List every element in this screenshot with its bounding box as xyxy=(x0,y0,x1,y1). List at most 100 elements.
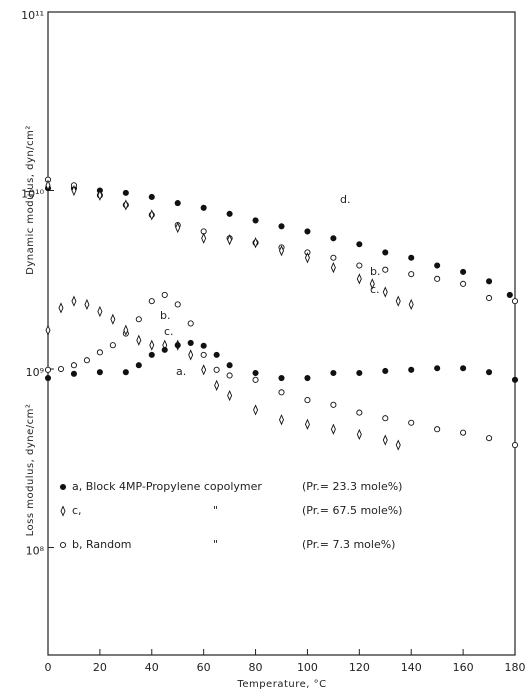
data-point xyxy=(110,313,116,325)
legend-note: (Pr.= 67.5 mole%) xyxy=(302,504,402,517)
data-point xyxy=(149,339,155,351)
data-point xyxy=(123,324,129,336)
data-point xyxy=(486,278,493,285)
data-point xyxy=(227,389,233,402)
data-point xyxy=(511,442,519,449)
data-point xyxy=(44,375,52,382)
curve-label: c. xyxy=(370,283,380,296)
legend-label: a, Block 4MP-Propylene copolymer xyxy=(72,480,262,493)
data-point xyxy=(408,298,414,311)
data-point xyxy=(252,217,259,224)
data-point xyxy=(213,366,220,373)
data-point xyxy=(382,286,388,298)
data-point xyxy=(486,294,493,302)
data-point xyxy=(148,193,155,201)
data-point xyxy=(408,366,415,373)
x-tick-label: 20 xyxy=(93,661,107,674)
x-tick-label: 0 xyxy=(45,661,52,674)
data-point xyxy=(408,254,415,261)
data-point xyxy=(382,266,389,273)
data-point xyxy=(97,305,103,318)
x-tick-label: 140 xyxy=(401,661,422,674)
y-tick-label: 10⁸ xyxy=(26,545,45,558)
curve-label: d. xyxy=(340,193,350,206)
data-point xyxy=(356,428,362,441)
data-point xyxy=(511,298,519,305)
legend-label: b, Random xyxy=(72,538,132,551)
data-point xyxy=(123,199,129,211)
data-point xyxy=(278,375,285,382)
x-tick-label: 60 xyxy=(197,661,211,674)
data-point xyxy=(226,210,233,217)
data-point xyxy=(408,271,415,278)
data-point xyxy=(304,375,311,382)
data-point xyxy=(200,342,207,349)
data-point xyxy=(279,245,284,257)
y-tick-label: 10¹¹ xyxy=(21,9,44,22)
data-point xyxy=(149,209,155,221)
x-tick-label: 40 xyxy=(145,661,159,674)
data-point xyxy=(252,376,259,383)
data-point xyxy=(83,357,90,364)
data-point xyxy=(253,404,259,416)
data-point xyxy=(408,419,415,426)
data-point xyxy=(187,320,194,327)
data-point xyxy=(45,324,51,336)
data-point xyxy=(330,369,337,377)
data-point xyxy=(330,423,336,435)
y-tick-label: 10⁹ xyxy=(26,366,44,379)
legend-note: (Pr.= 23.3 mole%) xyxy=(302,480,402,493)
data-point xyxy=(356,241,363,248)
legend-ditto: " xyxy=(213,504,218,517)
data-point xyxy=(148,298,155,305)
x-tick-label: 120 xyxy=(349,661,370,674)
data-point xyxy=(460,429,467,436)
data-point xyxy=(58,302,64,314)
legend-marker xyxy=(59,483,67,491)
data-point xyxy=(135,316,142,323)
data-point xyxy=(97,189,103,201)
legend-marker xyxy=(59,541,67,549)
data-point xyxy=(148,351,155,358)
data-point xyxy=(304,418,310,430)
data-point xyxy=(460,280,467,287)
data-point xyxy=(84,298,90,311)
data-point xyxy=(330,254,337,261)
data-point xyxy=(486,369,493,376)
data-point xyxy=(304,228,311,235)
data-point xyxy=(226,372,233,379)
curve-label: b. xyxy=(160,309,170,322)
y-axis-title: Loss modulus, dyne/cm² xyxy=(25,404,36,537)
data-point xyxy=(434,365,441,372)
data-point xyxy=(278,223,285,230)
data-point xyxy=(486,435,493,442)
data-point xyxy=(174,200,181,207)
data-point xyxy=(511,376,519,383)
data-point xyxy=(304,397,311,404)
data-point xyxy=(200,204,207,211)
data-point xyxy=(122,189,129,196)
data-point xyxy=(70,362,77,369)
data-point xyxy=(382,415,389,422)
data-point xyxy=(356,369,363,377)
data-point xyxy=(188,349,194,361)
data-point xyxy=(96,349,103,356)
data-point xyxy=(175,221,181,234)
data-point xyxy=(279,414,284,426)
data-point xyxy=(187,339,194,346)
curve-label: b. xyxy=(370,265,380,278)
data-point xyxy=(304,252,310,264)
data-point xyxy=(201,232,207,244)
data-point xyxy=(382,434,388,446)
data-point xyxy=(330,235,337,242)
data-point xyxy=(253,237,259,249)
data-point xyxy=(71,184,77,197)
data-point xyxy=(278,389,285,396)
x-axis-title: Temperature, °C xyxy=(236,679,326,690)
y-axis-title: Dynamic modulus, dyn/cm² xyxy=(25,125,36,275)
data-point xyxy=(135,362,142,369)
data-point xyxy=(434,426,441,433)
data-point xyxy=(71,295,77,307)
